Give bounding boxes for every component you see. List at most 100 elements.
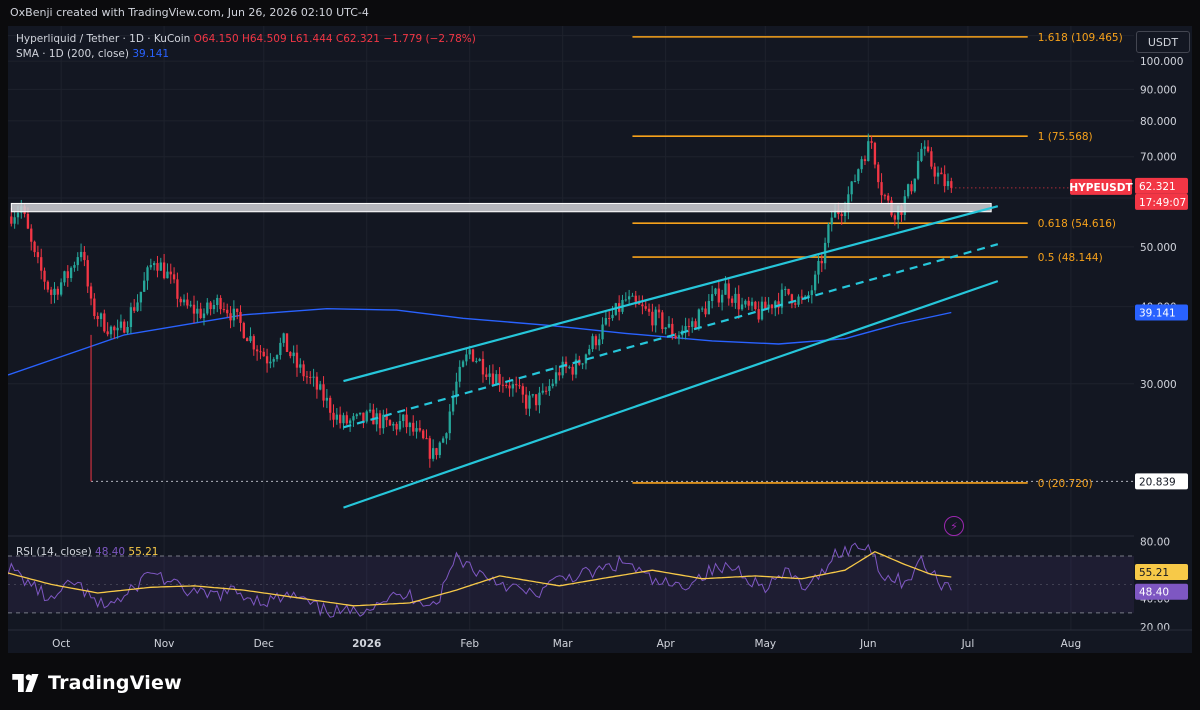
candle-body — [179, 298, 182, 303]
candle-body — [69, 267, 73, 279]
candle-body — [186, 299, 189, 306]
candle-body — [711, 294, 714, 302]
candle — [651, 303, 654, 332]
candle — [498, 367, 501, 392]
candle-body — [734, 293, 737, 303]
x-tick-label: Dec — [254, 638, 275, 650]
y-tick-label: 30.000 — [1140, 379, 1177, 391]
candle-body — [123, 321, 126, 333]
candle-body — [209, 302, 212, 310]
candle — [402, 414, 405, 428]
candle — [89, 282, 93, 306]
rsi-legend-label: RSI (14, close) — [16, 546, 92, 558]
candle-body — [508, 385, 511, 389]
candle — [531, 393, 534, 398]
candle-body — [744, 300, 747, 305]
candle — [176, 272, 179, 308]
candle — [515, 376, 518, 393]
candle-body — [335, 414, 338, 420]
candle-body — [647, 308, 651, 312]
candle — [335, 408, 338, 425]
candle-body — [754, 301, 757, 310]
candle-body — [30, 228, 33, 242]
candle-body — [172, 274, 176, 280]
candle — [574, 353, 578, 379]
currency-button[interactable]: USDT — [1136, 31, 1190, 53]
candle-body — [923, 146, 926, 149]
low-price-label-bg — [1135, 473, 1188, 490]
candle — [179, 296, 182, 307]
candle-body — [784, 288, 787, 290]
candle — [936, 166, 940, 185]
countdown-label: 17:49:07 — [1135, 193, 1188, 210]
candle — [338, 406, 342, 429]
rsi-value-label-text: 48.40 — [1139, 587, 1169, 599]
candle — [491, 364, 495, 387]
candle-body — [591, 336, 594, 350]
candle — [352, 413, 355, 427]
candle-body — [747, 300, 750, 306]
tradingview-logo-text: TradingView — [48, 672, 182, 694]
candle-body — [671, 323, 674, 336]
candle — [704, 301, 707, 318]
candle-body — [794, 303, 797, 305]
candle — [309, 371, 312, 385]
candle-body — [920, 148, 923, 161]
candle-body — [558, 372, 561, 376]
candle-body — [684, 326, 687, 331]
y-tick-label: 50.000 — [1140, 242, 1177, 254]
candle-body — [627, 296, 631, 300]
candle — [425, 429, 428, 440]
candle-body — [36, 252, 40, 258]
candle — [139, 291, 143, 312]
candle-body — [588, 349, 591, 355]
candle-body — [455, 381, 458, 398]
lightning-icon[interactable]: ⚡ — [944, 516, 964, 536]
candle-body — [189, 304, 192, 306]
candle — [229, 306, 232, 329]
candle — [528, 391, 531, 417]
candle-body — [16, 212, 20, 218]
candle-body — [574, 359, 578, 375]
candle-body — [156, 263, 159, 271]
candle — [916, 151, 920, 181]
candle-body — [495, 374, 498, 385]
candle-body — [202, 313, 206, 319]
candle-body — [103, 313, 106, 332]
candle — [159, 257, 162, 271]
candle — [561, 356, 564, 379]
candle-body — [667, 323, 671, 328]
candle-body — [850, 181, 853, 195]
candle-body — [56, 288, 59, 295]
candle-body — [774, 301, 777, 309]
channel-upper-line — [343, 205, 999, 383]
candle — [933, 162, 936, 185]
candle-body — [302, 364, 305, 377]
candle-body — [598, 339, 601, 346]
candle — [730, 295, 734, 307]
countdown-label-bg — [1135, 193, 1188, 210]
candle-body — [73, 265, 76, 268]
candle — [265, 348, 269, 373]
candle — [43, 267, 46, 290]
candle-body — [362, 412, 365, 422]
candle-body — [229, 313, 232, 321]
candle-body — [232, 308, 236, 321]
candle — [448, 404, 451, 441]
candle — [757, 301, 760, 323]
candle — [544, 386, 548, 395]
candle-body — [149, 265, 152, 268]
candle-body — [528, 395, 531, 409]
candle — [232, 300, 236, 327]
candle — [558, 366, 561, 381]
price-scale[interactable] — [1134, 26, 1192, 653]
candle-body — [46, 281, 50, 290]
x-tick-label: Oct — [52, 638, 70, 650]
candle — [488, 365, 491, 385]
candle — [392, 421, 395, 432]
candle — [136, 294, 139, 312]
candle — [186, 292, 189, 309]
chart-area[interactable] — [8, 26, 1134, 653]
candle — [438, 441, 441, 459]
